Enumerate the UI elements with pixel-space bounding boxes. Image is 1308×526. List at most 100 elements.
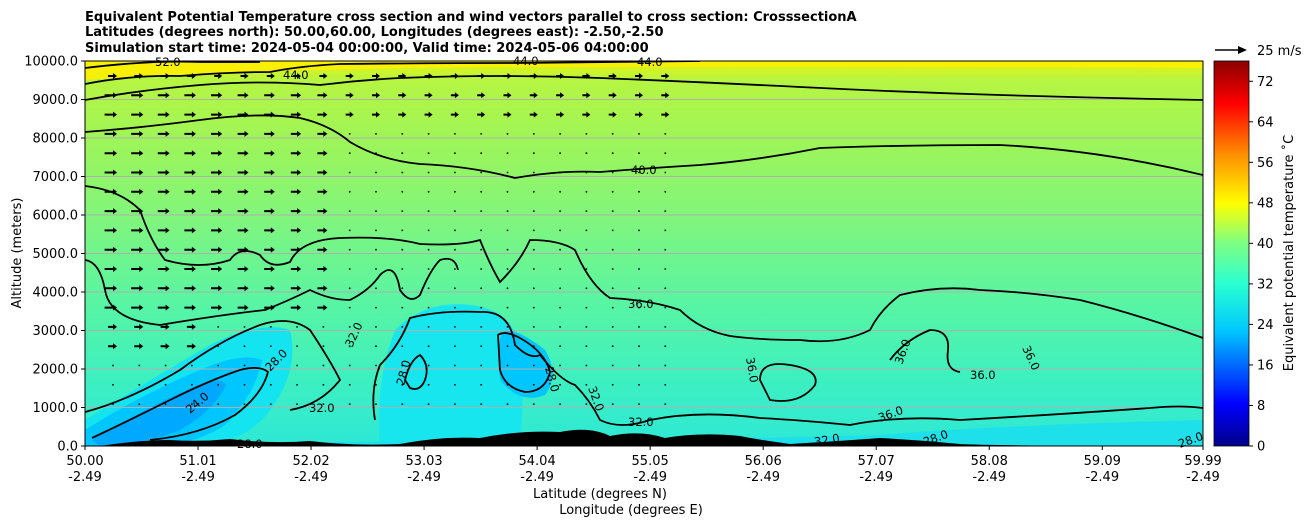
wind-vectors xyxy=(104,73,670,405)
wind-vector xyxy=(157,92,170,99)
wind-vector xyxy=(345,73,354,79)
wind-vector xyxy=(638,403,640,405)
wind-vector xyxy=(427,306,430,309)
wind-vector xyxy=(186,73,196,79)
wind-vector xyxy=(131,266,144,272)
wind-vector xyxy=(317,285,328,292)
wind-vector xyxy=(427,403,430,405)
field-cool-blob-west-core xyxy=(92,380,226,446)
wind-vector xyxy=(237,92,249,99)
contour-44-top xyxy=(85,61,701,85)
wind-vector xyxy=(164,403,167,405)
wind-vector xyxy=(184,285,196,292)
wind-vector xyxy=(638,190,640,193)
wind-vector xyxy=(427,364,430,367)
wind-vector xyxy=(104,169,117,176)
wind-vector xyxy=(293,73,302,79)
wind-vector xyxy=(211,246,223,253)
y-tick-label: 1000.0 xyxy=(33,401,79,416)
wind-vector xyxy=(322,326,325,328)
wind-vector xyxy=(401,326,404,328)
contour-label: 52.0 xyxy=(155,55,181,69)
wind-vector xyxy=(184,169,196,176)
wind-vector xyxy=(503,111,512,118)
wind-vector xyxy=(559,229,561,232)
wind-vector xyxy=(582,73,591,79)
wind-vector xyxy=(237,111,249,118)
wind-vector xyxy=(585,345,588,348)
wind-vector xyxy=(398,111,407,118)
wind-vector xyxy=(157,130,170,137)
wind-vector xyxy=(559,210,561,213)
wind-vector xyxy=(290,208,302,215)
chart-title-line-1: Equivalent Potential Temperature cross s… xyxy=(85,10,857,25)
wind-vector xyxy=(184,188,196,195)
wind-vector xyxy=(348,229,351,232)
contour-52 xyxy=(85,61,260,69)
colorbar-tick-label: 64 xyxy=(1257,115,1274,130)
wind-vector xyxy=(317,266,328,272)
wind-vector xyxy=(104,150,117,157)
wind-vector xyxy=(237,285,249,292)
wind-vector xyxy=(427,248,430,251)
wind-vector xyxy=(480,383,483,386)
wind-vector xyxy=(375,268,377,270)
wind-vector xyxy=(664,229,667,232)
wind-vector xyxy=(480,268,483,270)
wind-vector xyxy=(104,266,117,272)
wind-vector xyxy=(104,188,117,195)
contour-label: 32.0 xyxy=(309,401,335,415)
wind-vector xyxy=(506,287,509,290)
wind-vector xyxy=(585,364,588,367)
wind-vector xyxy=(317,111,328,118)
x-tick-label-lat: 59.99 xyxy=(1184,454,1221,469)
wind-vector xyxy=(345,92,354,99)
wind-vector xyxy=(104,285,117,292)
y-tick-label: 2000.0 xyxy=(33,363,79,378)
wind-vector xyxy=(480,248,483,251)
x-tick-label-lat: 59.09 xyxy=(1084,454,1121,469)
wind-vector xyxy=(211,130,223,137)
wind-vector xyxy=(348,190,351,193)
wind-vector xyxy=(427,133,430,135)
wind-vector xyxy=(211,208,223,215)
x-tick-label-lon: -2.49 xyxy=(1186,470,1220,485)
field-cool-lower xyxy=(85,420,1203,446)
y-tick-label: 8000.0 xyxy=(33,132,79,147)
wind-vector xyxy=(108,343,117,350)
wind-vector xyxy=(480,364,483,367)
wind-vector xyxy=(506,383,509,386)
wind-vector xyxy=(427,171,430,174)
wind-vector xyxy=(184,208,196,215)
colorbar-tick-label: 8 xyxy=(1257,399,1265,414)
chart-title-line-2: Latitudes (degrees north): 50.00,60.00, … xyxy=(85,25,664,40)
wind-vector xyxy=(375,306,377,309)
wind-vector xyxy=(269,364,272,367)
wind-vector xyxy=(401,345,404,348)
wind-vector xyxy=(104,304,117,311)
wind-vector xyxy=(427,383,430,386)
wind-vector xyxy=(264,208,275,215)
wind-vector xyxy=(375,345,377,348)
wind-vector xyxy=(506,403,509,405)
x-tick-label-lon: -2.49 xyxy=(407,470,441,485)
wind-vector xyxy=(157,227,170,234)
wind-vector xyxy=(559,383,561,386)
wind-vector xyxy=(138,364,141,367)
wind-vector xyxy=(480,306,483,309)
wind-vector xyxy=(191,383,193,386)
wind-vector xyxy=(454,171,456,174)
wind-vector xyxy=(184,150,196,157)
x-tick-label-lat: 57.07 xyxy=(858,454,895,469)
wind-vector xyxy=(322,364,325,367)
wind-vector xyxy=(424,92,433,99)
contour-label: 36.0 xyxy=(743,356,761,384)
wind-vector xyxy=(131,246,144,253)
wind-vector xyxy=(131,285,144,292)
colorbar xyxy=(1213,60,1250,447)
wind-vector xyxy=(296,364,298,367)
wind-vector xyxy=(348,248,351,251)
wind-vector xyxy=(559,190,561,193)
wind-vector xyxy=(480,345,483,348)
wind-vector xyxy=(138,403,141,405)
